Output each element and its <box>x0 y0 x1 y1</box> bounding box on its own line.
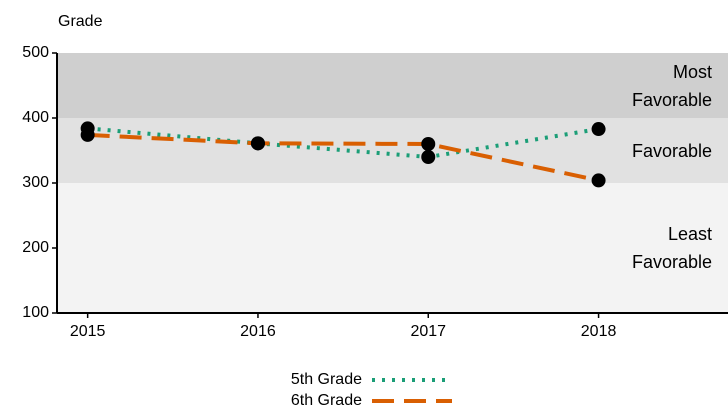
band-label: Favorable <box>631 140 712 161</box>
y-tick-label: 300 <box>22 174 49 191</box>
y-tick-label: 500 <box>22 44 49 61</box>
band <box>57 53 728 118</box>
x-tick-label: 2016 <box>240 323 276 340</box>
y-tick-label: 100 <box>22 304 49 321</box>
band <box>57 183 728 313</box>
legend-label: 5th Grade <box>291 371 362 388</box>
point <box>591 173 606 188</box>
point <box>591 122 606 137</box>
legend-label: 6th Grade <box>291 392 362 409</box>
x-tick-label: 2017 <box>410 323 446 340</box>
y-axis-title: Grade <box>58 13 103 30</box>
y-tick-label: 200 <box>22 239 49 256</box>
band <box>57 118 728 183</box>
x-tick-label: 2018 <box>581 323 617 340</box>
point <box>250 136 265 151</box>
x-tick-label: 2015 <box>70 323 106 340</box>
point <box>421 150 436 164</box>
series-line <box>87 132 599 183</box>
point <box>80 127 95 142</box>
band-label: Most Favorable <box>631 61 712 110</box>
point <box>421 137 436 151</box>
y-tick-label: 400 <box>22 109 49 126</box>
band-label: Least Favorable <box>631 224 712 272</box>
